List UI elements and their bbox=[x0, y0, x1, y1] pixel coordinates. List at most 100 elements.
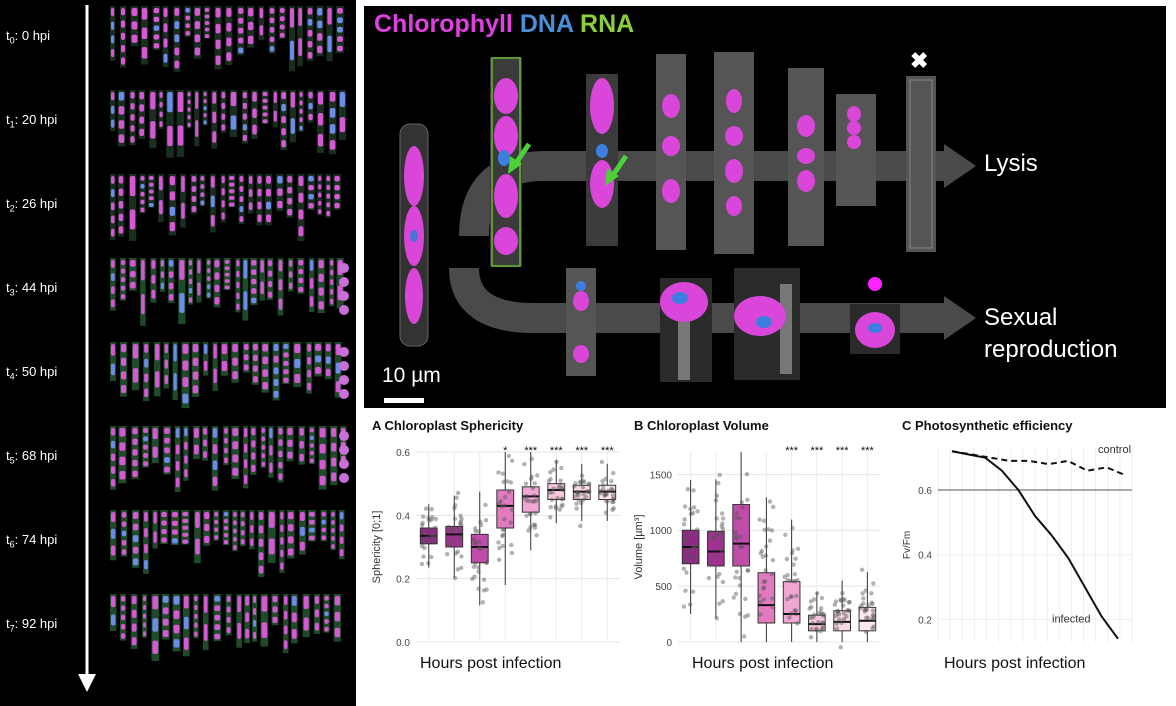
chloroplast bbox=[298, 286, 304, 293]
chloroplast bbox=[111, 344, 115, 356]
panel-b-xlabel: Hours post infection bbox=[692, 655, 834, 672]
chloroplast bbox=[239, 216, 244, 223]
data-point bbox=[681, 566, 687, 571]
significance-label: *** bbox=[524, 445, 538, 457]
chloroplast bbox=[248, 202, 253, 211]
data-point bbox=[870, 601, 875, 607]
cell bbox=[286, 510, 295, 559]
chloroplast bbox=[144, 527, 148, 538]
timepoint-index: 1 bbox=[9, 119, 15, 130]
chloroplast bbox=[251, 260, 257, 266]
data-point bbox=[767, 538, 773, 543]
chloroplast bbox=[261, 453, 265, 459]
chloroplast bbox=[212, 460, 218, 471]
chloroplast bbox=[321, 512, 326, 517]
data-point bbox=[610, 499, 615, 505]
chloroplast bbox=[308, 185, 314, 191]
outcome-lysis: Lysis bbox=[984, 150, 1038, 177]
chloroplast bbox=[182, 360, 189, 371]
data-point bbox=[720, 516, 726, 521]
data-point bbox=[688, 511, 694, 517]
chloroplast bbox=[214, 596, 221, 602]
cell bbox=[214, 6, 222, 70]
chloroplast bbox=[309, 450, 314, 456]
chloroplast bbox=[111, 286, 115, 295]
chloroplast bbox=[131, 609, 137, 618]
chloroplast bbox=[130, 92, 135, 99]
chloroplast bbox=[143, 461, 149, 467]
cell bbox=[225, 594, 232, 636]
data-point bbox=[575, 490, 580, 495]
chloroplast bbox=[221, 92, 226, 99]
chloroplast bbox=[214, 614, 221, 621]
data-point bbox=[419, 561, 425, 567]
data-point bbox=[793, 611, 799, 617]
data-point bbox=[506, 489, 512, 495]
chloroplast bbox=[154, 371, 160, 388]
chloroplast bbox=[330, 279, 334, 286]
chloroplast bbox=[287, 176, 293, 183]
chloroplast bbox=[242, 134, 247, 142]
chloroplast bbox=[248, 21, 254, 31]
data-point bbox=[426, 515, 431, 521]
chloroplast bbox=[251, 440, 256, 448]
data-point bbox=[497, 545, 502, 551]
chloroplast bbox=[266, 176, 271, 184]
chloroplast bbox=[253, 607, 257, 616]
chloroplast bbox=[148, 202, 154, 208]
chloroplast bbox=[278, 450, 283, 458]
data-point bbox=[745, 613, 751, 618]
sexual-row-cells bbox=[566, 268, 900, 382]
chloroplast bbox=[278, 473, 283, 480]
chloroplast bbox=[299, 125, 303, 131]
chloroplast bbox=[119, 442, 126, 451]
chloroplast bbox=[171, 512, 178, 518]
chloroplast bbox=[215, 39, 221, 50]
chloroplast bbox=[160, 282, 164, 290]
chloroplast bbox=[299, 92, 303, 98]
cell bbox=[220, 174, 226, 223]
data-point bbox=[500, 471, 506, 476]
chloroplast bbox=[164, 466, 170, 473]
data-point bbox=[446, 524, 451, 530]
data-point bbox=[559, 486, 564, 491]
data-point bbox=[737, 611, 743, 617]
data-point bbox=[505, 479, 510, 484]
chloroplast bbox=[253, 631, 257, 639]
chloroplast bbox=[141, 260, 145, 281]
data-point bbox=[559, 496, 565, 502]
chloroplast bbox=[111, 614, 116, 626]
data-point bbox=[548, 476, 553, 482]
cell bbox=[110, 6, 116, 61]
data-point bbox=[860, 591, 865, 596]
chloroplast bbox=[272, 606, 278, 613]
chloroplast bbox=[238, 47, 244, 54]
y-tick-label: 500 bbox=[655, 582, 672, 593]
chloroplast bbox=[184, 441, 188, 450]
chloroplast bbox=[162, 596, 169, 603]
chloroplast bbox=[224, 279, 230, 283]
data-point bbox=[764, 544, 769, 549]
cell-strip bbox=[110, 342, 349, 409]
timepoint-prefix: t bbox=[6, 196, 10, 211]
cell bbox=[267, 258, 274, 301]
chloroplast bbox=[233, 544, 237, 550]
data-point bbox=[483, 502, 488, 508]
data-point bbox=[782, 574, 787, 580]
data-point bbox=[477, 540, 482, 545]
data-point bbox=[789, 551, 795, 556]
chloroplast bbox=[326, 193, 331, 199]
chloroplast bbox=[143, 631, 147, 637]
timepoint-prefix: t bbox=[6, 364, 10, 379]
chloroplast bbox=[298, 277, 304, 284]
chloroplast bbox=[331, 528, 335, 533]
cell-strip bbox=[110, 258, 349, 326]
chloroplast bbox=[131, 21, 138, 30]
data-point bbox=[578, 523, 583, 529]
data-point bbox=[869, 591, 874, 596]
chloroplast bbox=[318, 209, 322, 215]
cell bbox=[128, 174, 137, 241]
chloroplast bbox=[290, 40, 294, 61]
cell bbox=[166, 90, 174, 158]
